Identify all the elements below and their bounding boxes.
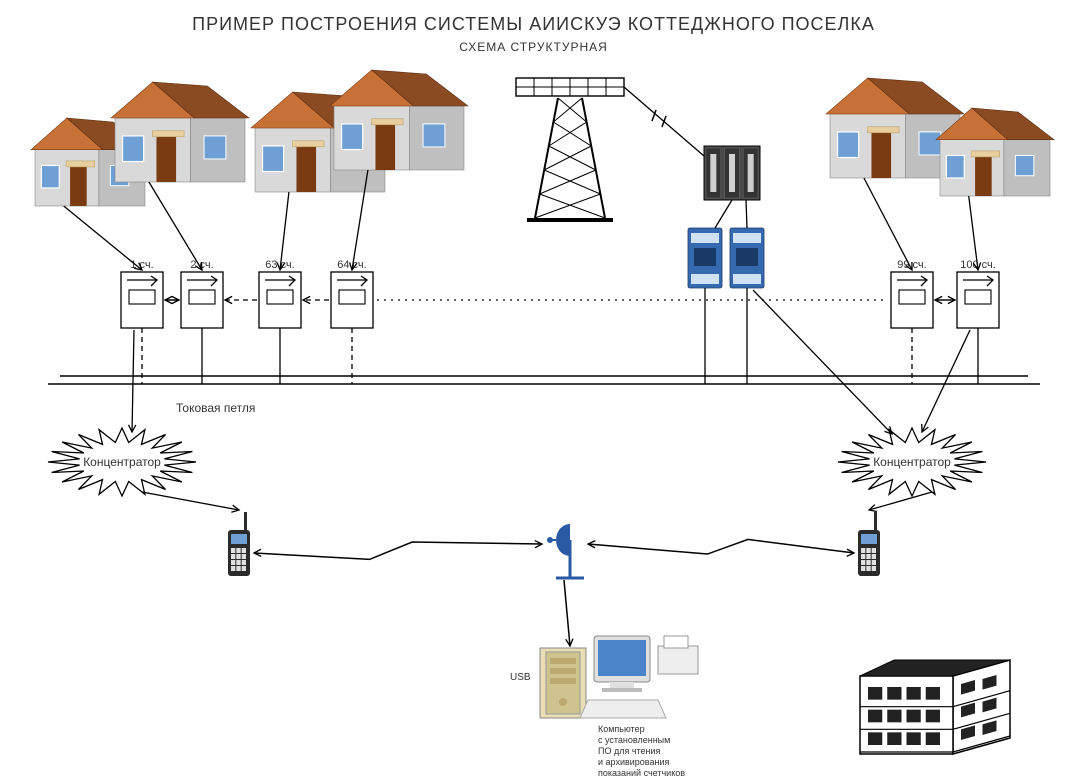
svg-text:Компьютерс установленнымПО для: Компьютерс установленнымПО для чтенияи а… — [598, 724, 685, 778]
counter-icon — [259, 272, 301, 328]
antenna-dish-icon — [547, 524, 584, 578]
svg-text:Концентратор: Концентратор — [873, 455, 951, 469]
breaker-panel-icon — [704, 146, 760, 200]
radio-icon — [228, 512, 250, 576]
radio-icon — [858, 512, 880, 576]
svg-text:Токовая петля: Токовая петля — [176, 401, 255, 415]
counter-icon — [957, 272, 999, 328]
diagram-canvas: 1 сч.2 сч.63 сч.64 сч.99 сч.100 сч.Токов… — [0, 0, 1067, 781]
house-icon — [111, 82, 249, 182]
svg-text:Концентратор: Концентратор — [83, 455, 161, 469]
counter-icon — [181, 272, 223, 328]
svg-text:USB: USB — [510, 672, 531, 683]
meter-icon — [730, 228, 764, 288]
power-tower-icon — [516, 78, 624, 222]
house-icon — [330, 70, 468, 170]
meter-icon — [688, 228, 722, 288]
counter-icon — [121, 272, 163, 328]
counter-icon — [331, 272, 373, 328]
computer-icon — [540, 636, 698, 718]
counter-icon — [891, 272, 933, 328]
